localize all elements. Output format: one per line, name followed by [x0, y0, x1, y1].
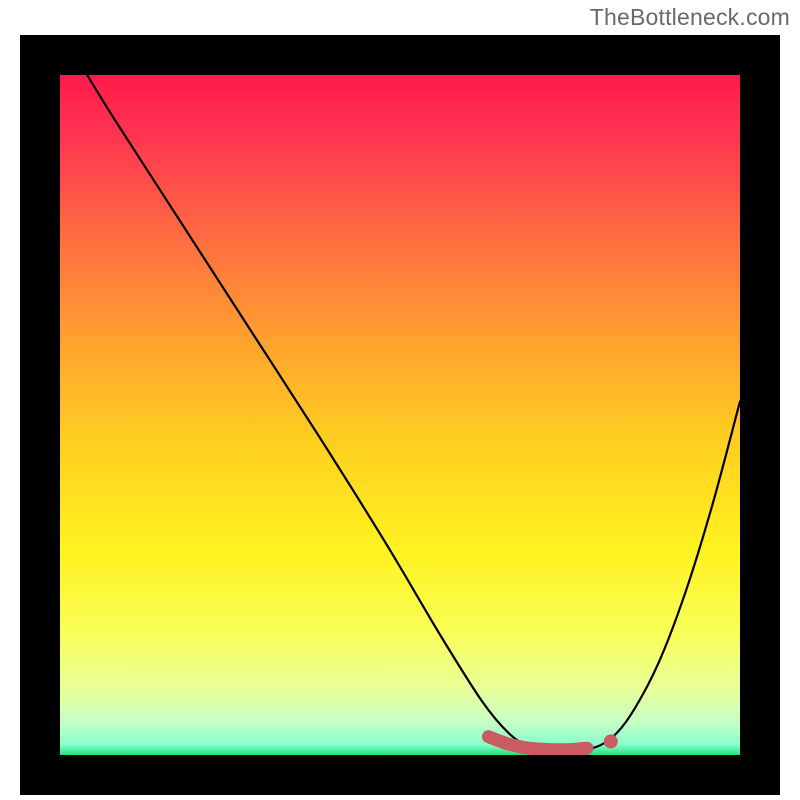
bottleneck-curve-chart	[0, 0, 800, 800]
source-watermark: TheBottleneck.com	[590, 4, 790, 31]
chart-stage: TheBottleneck.com	[0, 0, 800, 800]
sweet-spot-end-dot	[604, 734, 618, 748]
gradient-background	[60, 75, 740, 755]
